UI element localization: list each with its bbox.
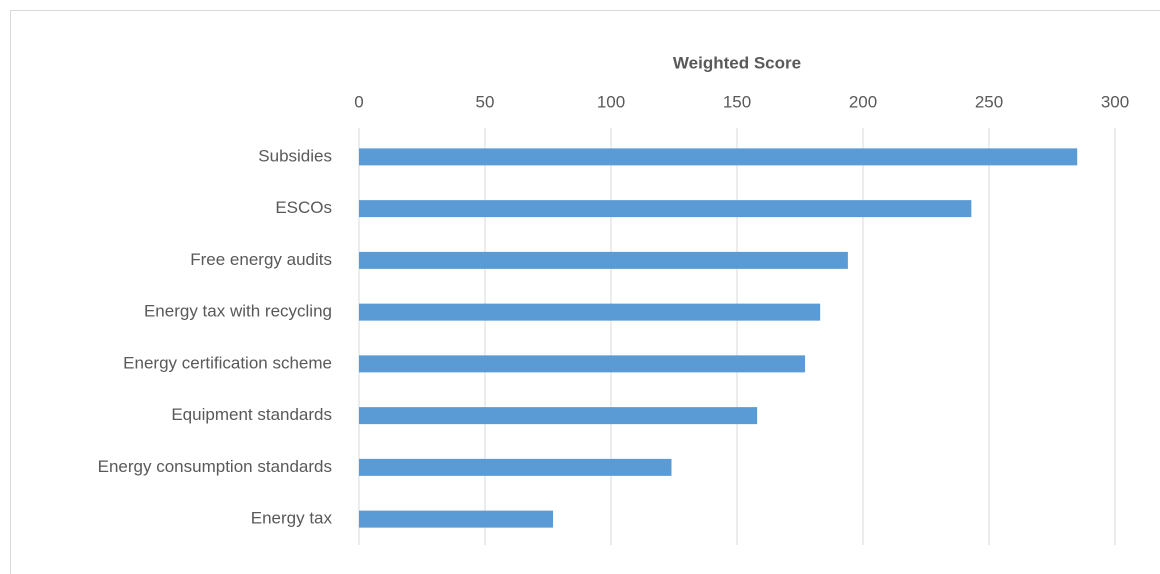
y-tick-label: Free energy audits xyxy=(190,250,332,269)
bar xyxy=(359,148,1078,166)
x-tick-label: 50 xyxy=(476,92,495,111)
y-tick-label: Equipment standards xyxy=(171,405,332,424)
axis-title: Weighted Score xyxy=(673,53,801,72)
chart-frame xyxy=(10,10,1160,574)
x-tick-label: 200 xyxy=(849,92,877,111)
x-tick-label: 250 xyxy=(975,92,1003,111)
bar xyxy=(359,251,848,269)
y-tick-label: ESCOs xyxy=(275,198,332,217)
bar xyxy=(359,200,972,218)
y-tick-label: Energy certification scheme xyxy=(123,353,332,372)
x-tick-label: 100 xyxy=(597,92,625,111)
bar xyxy=(359,407,758,425)
x-tick-label: 300 xyxy=(1101,92,1129,111)
bar xyxy=(359,355,806,373)
bar xyxy=(359,510,554,528)
y-tick-label: Energy tax xyxy=(251,509,333,528)
y-tick-label: Energy consumption standards xyxy=(98,457,332,476)
bar xyxy=(359,303,821,321)
x-tick-label: 150 xyxy=(723,92,751,111)
y-tick-label: Energy tax with recycling xyxy=(144,302,332,321)
x-tick-label: 0 xyxy=(354,92,363,111)
bar xyxy=(359,458,672,476)
y-tick-label: Subsidies xyxy=(258,146,332,165)
